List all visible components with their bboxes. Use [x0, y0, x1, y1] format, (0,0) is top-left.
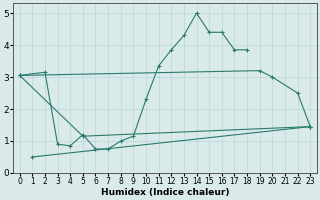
X-axis label: Humidex (Indice chaleur): Humidex (Indice chaleur): [101, 188, 229, 197]
